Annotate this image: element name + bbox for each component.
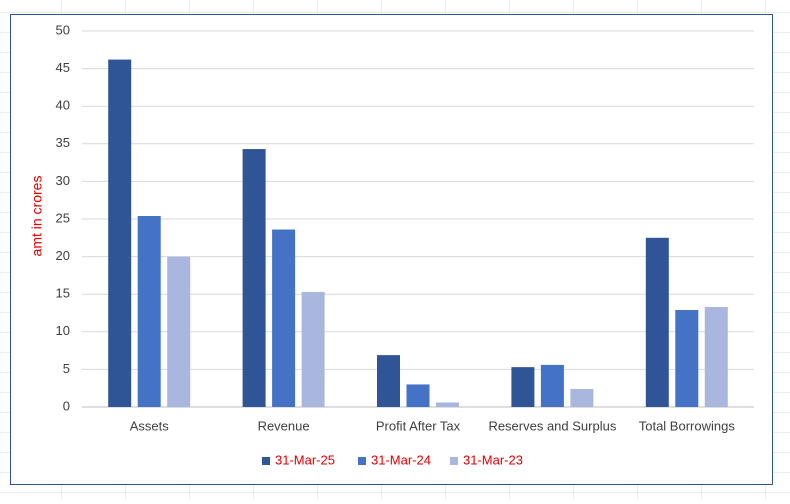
legend-label: 31-Mar-24 <box>371 452 431 467</box>
y-tick-label: 50 <box>56 22 70 37</box>
legend-marker <box>262 457 270 465</box>
y-tick-label: 40 <box>56 98 70 113</box>
x-tick-label: Reserves and Surplus <box>488 418 616 433</box>
bar <box>272 229 296 407</box>
bar <box>645 237 669 407</box>
bar <box>675 309 699 407</box>
bar <box>301 291 325 407</box>
bar <box>167 256 191 407</box>
y-tick-label: 15 <box>56 286 70 301</box>
legend-marker <box>358 457 366 465</box>
y-tick-label: 45 <box>56 60 70 75</box>
y-tick-label: 30 <box>56 173 70 188</box>
bar <box>704 306 728 407</box>
bar <box>137 215 161 407</box>
x-tick-label: Profit After Tax <box>376 418 461 433</box>
y-tick-label: 25 <box>56 210 70 225</box>
bar <box>242 149 266 407</box>
y-tick-label: 5 <box>63 361 70 376</box>
y-tick-label: 10 <box>56 323 70 338</box>
y-tick-label: 20 <box>56 248 70 263</box>
x-tick-label: Assets <box>130 418 170 433</box>
y-tick-label: 35 <box>56 135 70 150</box>
bar <box>570 388 594 407</box>
y-axis-label: amt in crores <box>29 176 45 257</box>
bar <box>377 355 400 407</box>
x-tick-label: Revenue <box>258 418 310 433</box>
bar <box>108 59 132 408</box>
bar <box>540 364 564 407</box>
bar <box>406 384 430 407</box>
legend-label: 31-Mar-23 <box>463 452 523 467</box>
y-tick-label: 0 <box>63 398 70 413</box>
x-tick-label: Total Borrowings <box>639 418 736 433</box>
bar <box>511 367 535 407</box>
legend-label: 31-Mar-25 <box>275 452 335 467</box>
bar <box>436 402 459 407</box>
legend-marker <box>450 457 458 465</box>
